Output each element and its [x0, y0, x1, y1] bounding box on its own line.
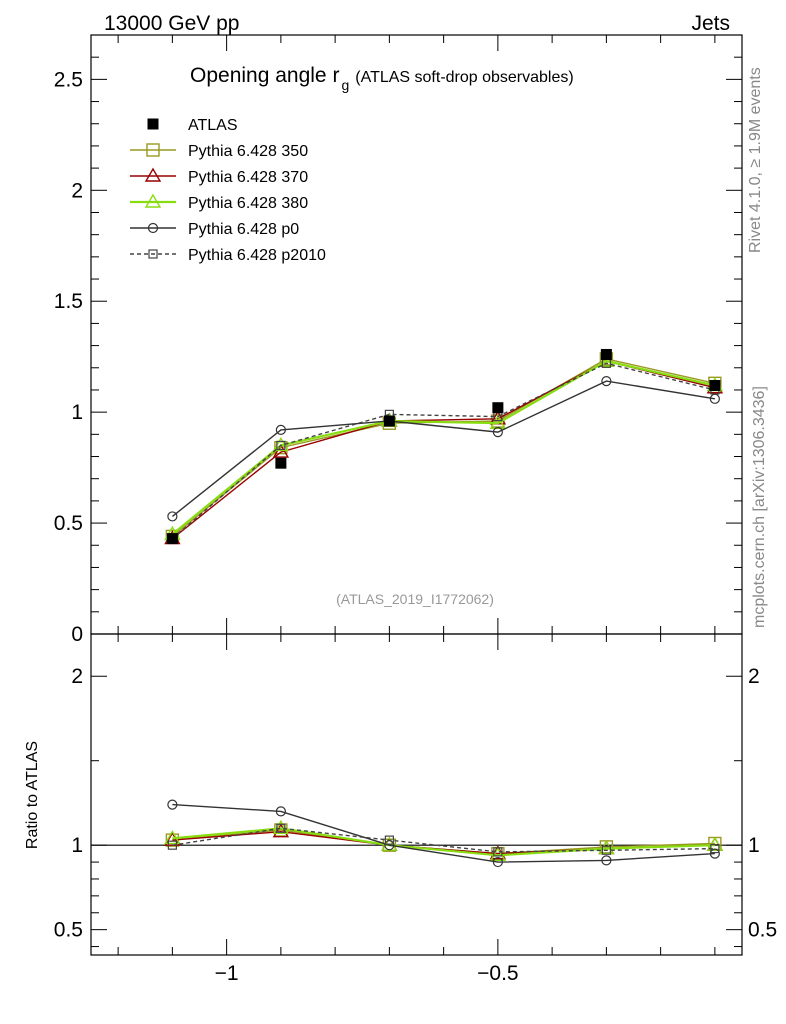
y-tick-label: 1.5	[54, 290, 83, 313]
series-line-4	[172, 827, 715, 853]
series-point-4	[384, 835, 394, 845]
legend-marker-0	[146, 143, 160, 157]
series-line-4	[171, 362, 716, 540]
series-point-4	[493, 847, 503, 857]
series-line-3	[171, 380, 716, 517]
series-point-2	[489, 414, 507, 429]
series-line-2	[172, 827, 715, 857]
data-point	[600, 348, 612, 360]
ratio-frame	[90, 633, 743, 956]
legend-label-3: Pythia 6.428 p0	[188, 221, 299, 238]
series-point-3	[709, 848, 720, 859]
legend: ATLAS Pythia 6.428 350 Pythia 6.428 370 Pyt…	[130, 117, 326, 264]
legend-label-1: Pythia 6.428 370	[188, 169, 308, 186]
series-point-4	[601, 845, 611, 855]
watermark: (ATLAS_2019_I1772062)	[336, 591, 494, 607]
ratio-ylabel: Ratio to ATLAS	[24, 741, 41, 849]
y-tick-label: 0.5	[54, 512, 83, 535]
series-point-4	[276, 440, 286, 451]
series-point-4	[710, 843, 720, 854]
chart-title-suffix: (ATLAS soft-drop observables)	[355, 69, 573, 86]
series-point-2	[164, 830, 181, 845]
y-tick-label: 0	[71, 623, 83, 646]
series-point-4	[167, 840, 177, 850]
series-line-1	[171, 360, 716, 540]
series-point-3	[275, 424, 286, 435]
legend-label-2: Pythia 6.428 380	[188, 195, 308, 212]
series-point-3	[167, 511, 178, 522]
legend-marker-1	[144, 167, 162, 182]
data-point	[709, 380, 721, 392]
y-tick-label: 2	[71, 179, 83, 202]
data-point	[275, 457, 287, 469]
chart-title-sub: g	[341, 77, 349, 93]
legend-marker-3	[147, 222, 159, 234]
series-point-3	[601, 375, 612, 387]
data-point	[166, 533, 178, 545]
series-point-3	[275, 806, 286, 817]
chart-title-main: Opening angle r	[190, 64, 339, 87]
series-point-4	[276, 823, 286, 833]
series-point-3	[492, 856, 503, 868]
series-point-3	[601, 855, 612, 866]
ratio-y-tick-label-right: 0.5	[748, 919, 777, 942]
series-line-3	[172, 803, 715, 863]
main-panel: 0 0.5 1 1.5 2 2.5	[54, 34, 743, 646]
side-label-rivet: Rivet 4.1.0, ≥ 1.9M events	[747, 67, 764, 253]
ratio-y-tick-label-right: 1	[748, 834, 760, 857]
chart-title: Opening angle r g (ATLAS soft-drop observa…	[190, 64, 574, 93]
data-point	[383, 415, 395, 427]
ratio-y-tick-label: 2	[71, 665, 83, 688]
legend-label-4: Pythia 6.428 p2010	[188, 247, 326, 264]
ratio-y-tick-label-right: 2	[748, 665, 760, 688]
side-label-source: mcplots.cern.ch [arXiv:1306.3436]	[751, 386, 768, 628]
series-point-3	[492, 427, 503, 438]
x-tick-label: −1	[215, 962, 239, 985]
header-right: Jets	[691, 12, 730, 35]
series-line-2	[171, 359, 716, 536]
ratio-panel: −1 −0.5 0.5 0.5 1 1 2 2	[54, 633, 777, 985]
legend-marker-4	[148, 249, 158, 259]
ratio-y-tick-label: 0.5	[54, 919, 83, 942]
series-point-3	[167, 799, 178, 810]
ratio-y-tick-label: 1	[71, 834, 83, 857]
y-tick-label: 2.5	[54, 68, 83, 91]
legend-label-0: Pythia 6.428 350	[188, 143, 308, 160]
legend-marker-data	[147, 118, 159, 130]
legend-label-data: ATLAS	[188, 117, 238, 134]
y-tick-label: 1	[71, 401, 83, 424]
header-left: 13000 GeV pp	[104, 12, 239, 35]
data-point	[492, 402, 504, 414]
x-tick-label: −0.5	[477, 962, 518, 985]
legend-marker-2	[144, 193, 162, 208]
